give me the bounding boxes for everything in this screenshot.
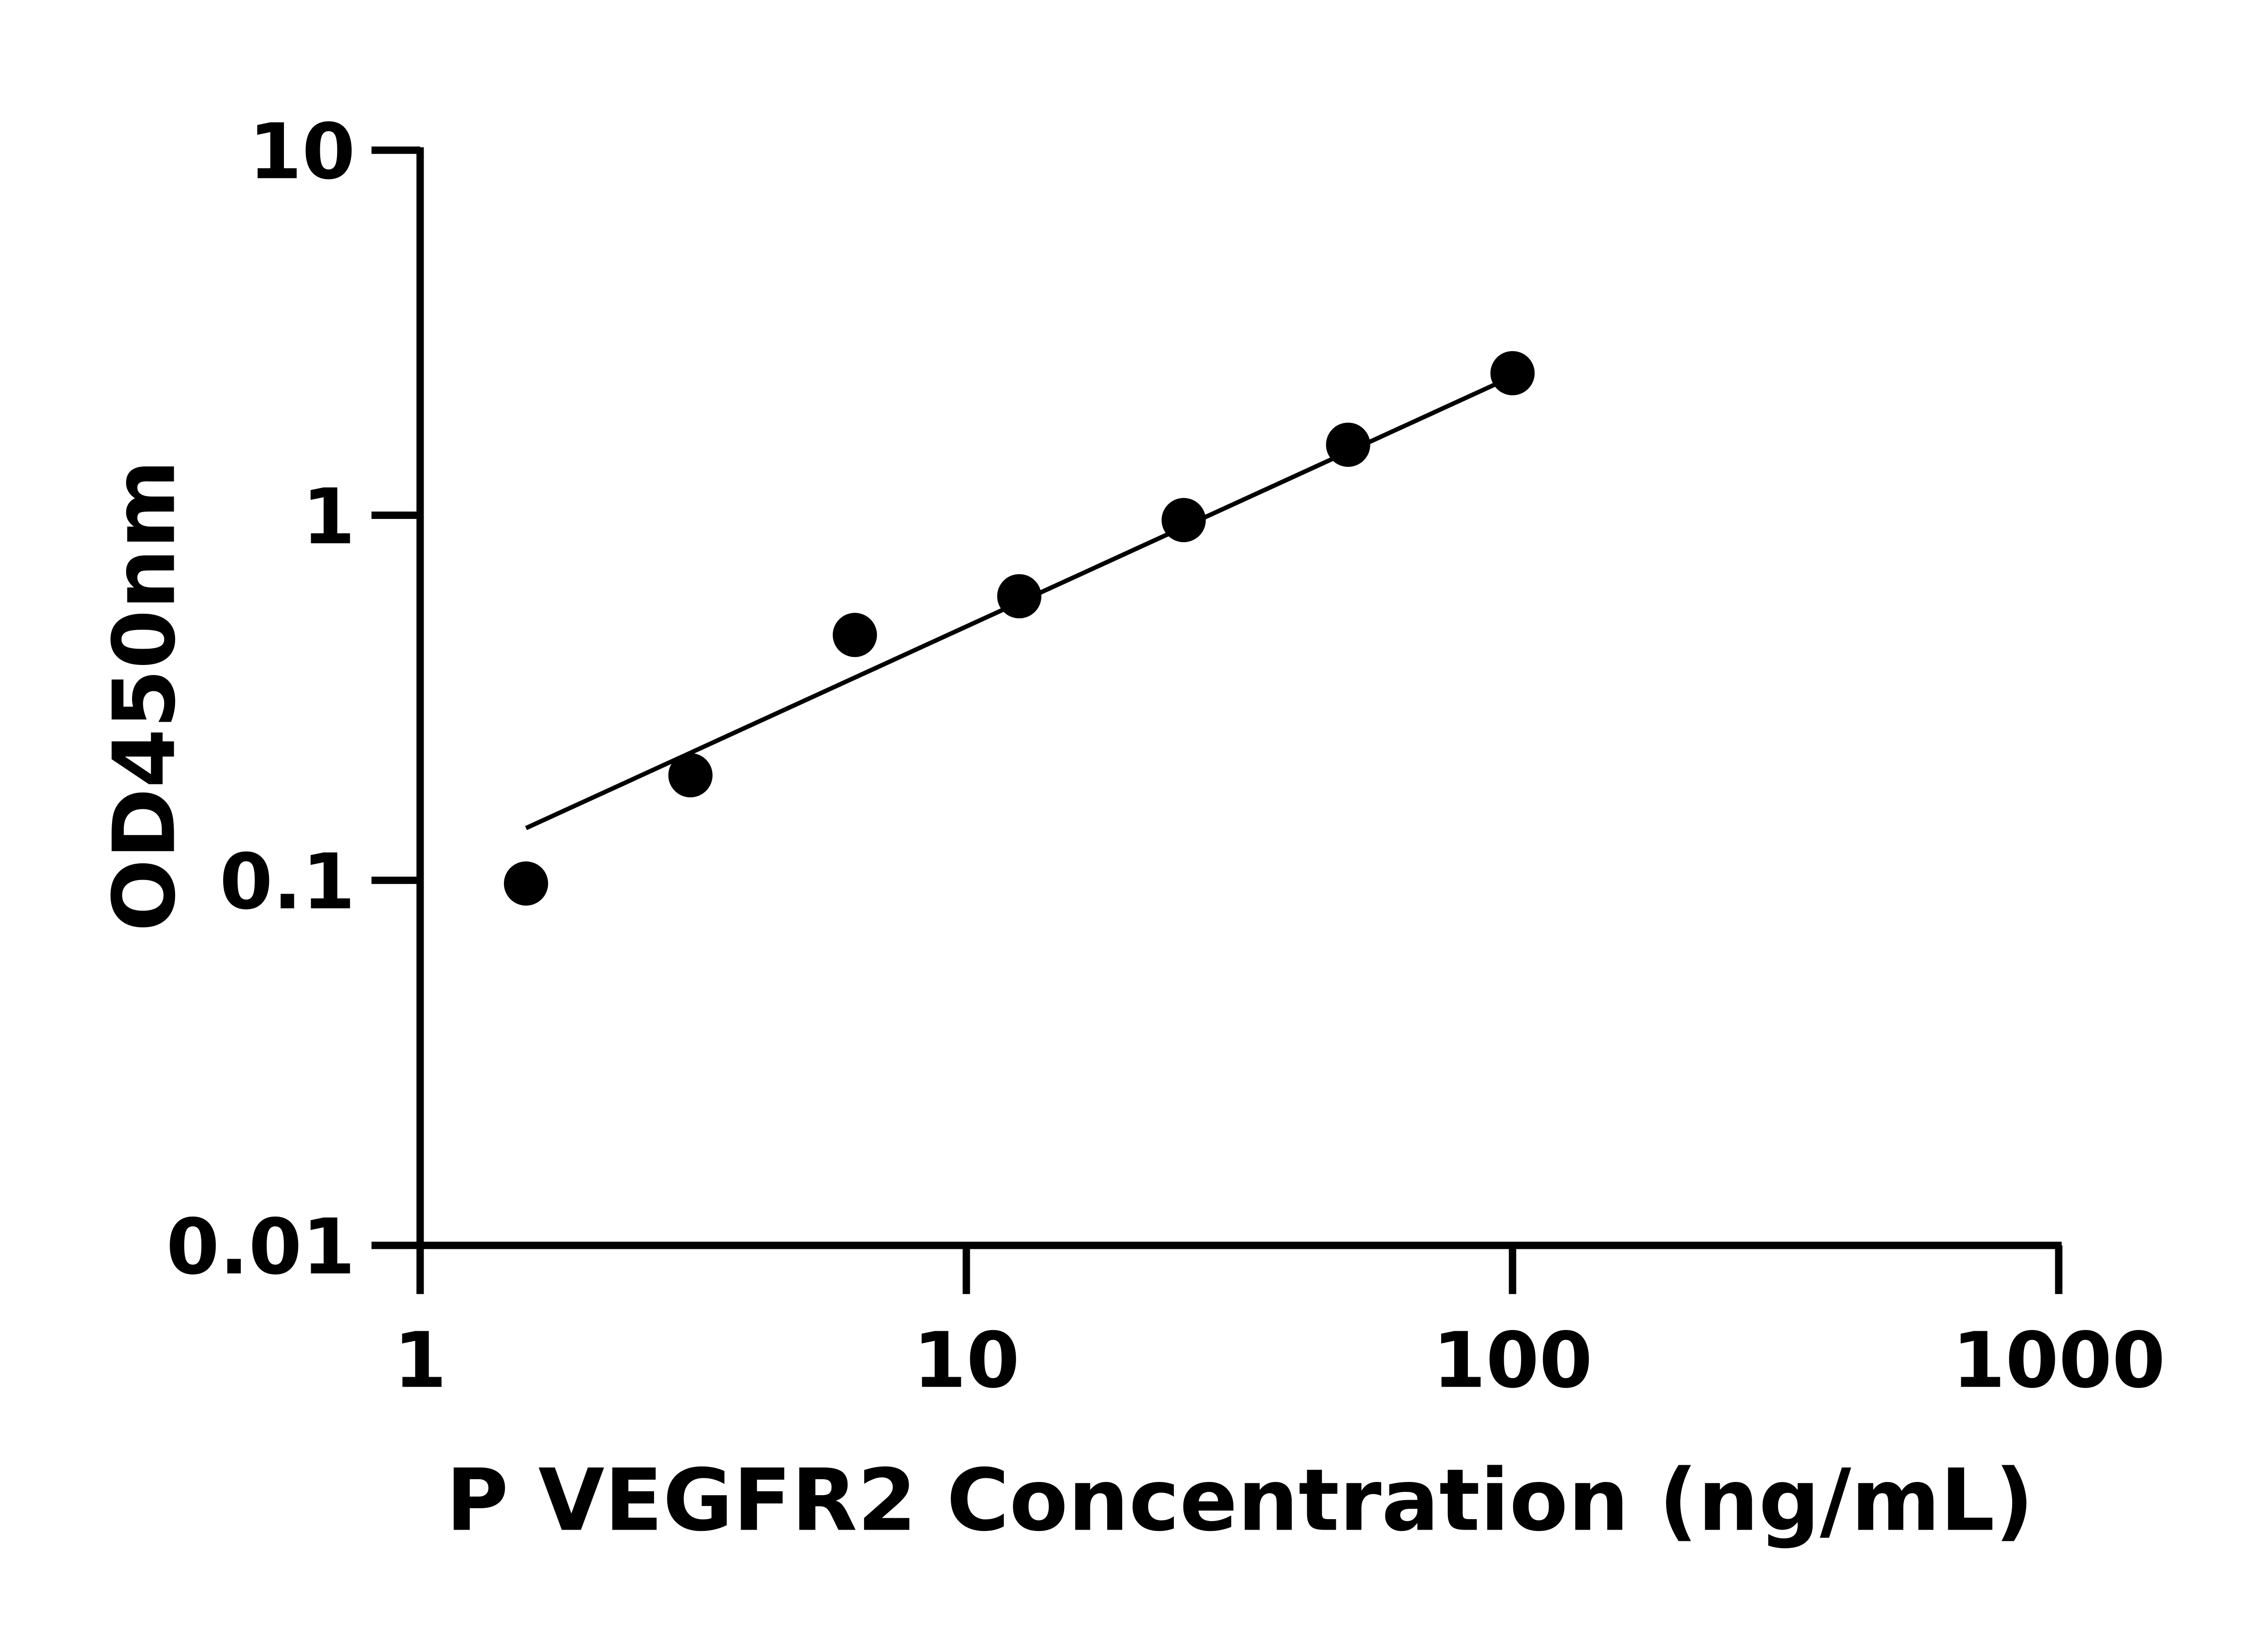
y-tick-label: 1 xyxy=(302,472,356,562)
data-points xyxy=(503,351,1535,906)
x-tick-label: 1 xyxy=(393,1315,447,1405)
data-point xyxy=(1161,498,1206,543)
tick-labels: 0.01 0.1 1 10 1 10 100 1000 xyxy=(166,107,2165,1405)
data-point xyxy=(668,753,713,797)
x-tick-label: 100 xyxy=(1432,1315,1593,1405)
y-axis-label: OD450nm xyxy=(95,460,194,931)
axes xyxy=(371,146,2063,1294)
data-point xyxy=(1326,422,1370,467)
y-tick-label: 0.1 xyxy=(220,837,355,926)
y-tick-label: 10 xyxy=(249,107,355,196)
x-tick-label: 1000 xyxy=(1952,1315,2165,1405)
data-point xyxy=(832,613,877,657)
y-tick-label: 0.01 xyxy=(166,1202,355,1291)
data-point xyxy=(1490,351,1535,396)
x-tick-label: 10 xyxy=(913,1315,1020,1405)
data-point xyxy=(997,574,1041,619)
x-axis-label: P VEGFR2 Concentration (ng/mL) xyxy=(446,1451,2034,1550)
data-point xyxy=(503,861,548,906)
